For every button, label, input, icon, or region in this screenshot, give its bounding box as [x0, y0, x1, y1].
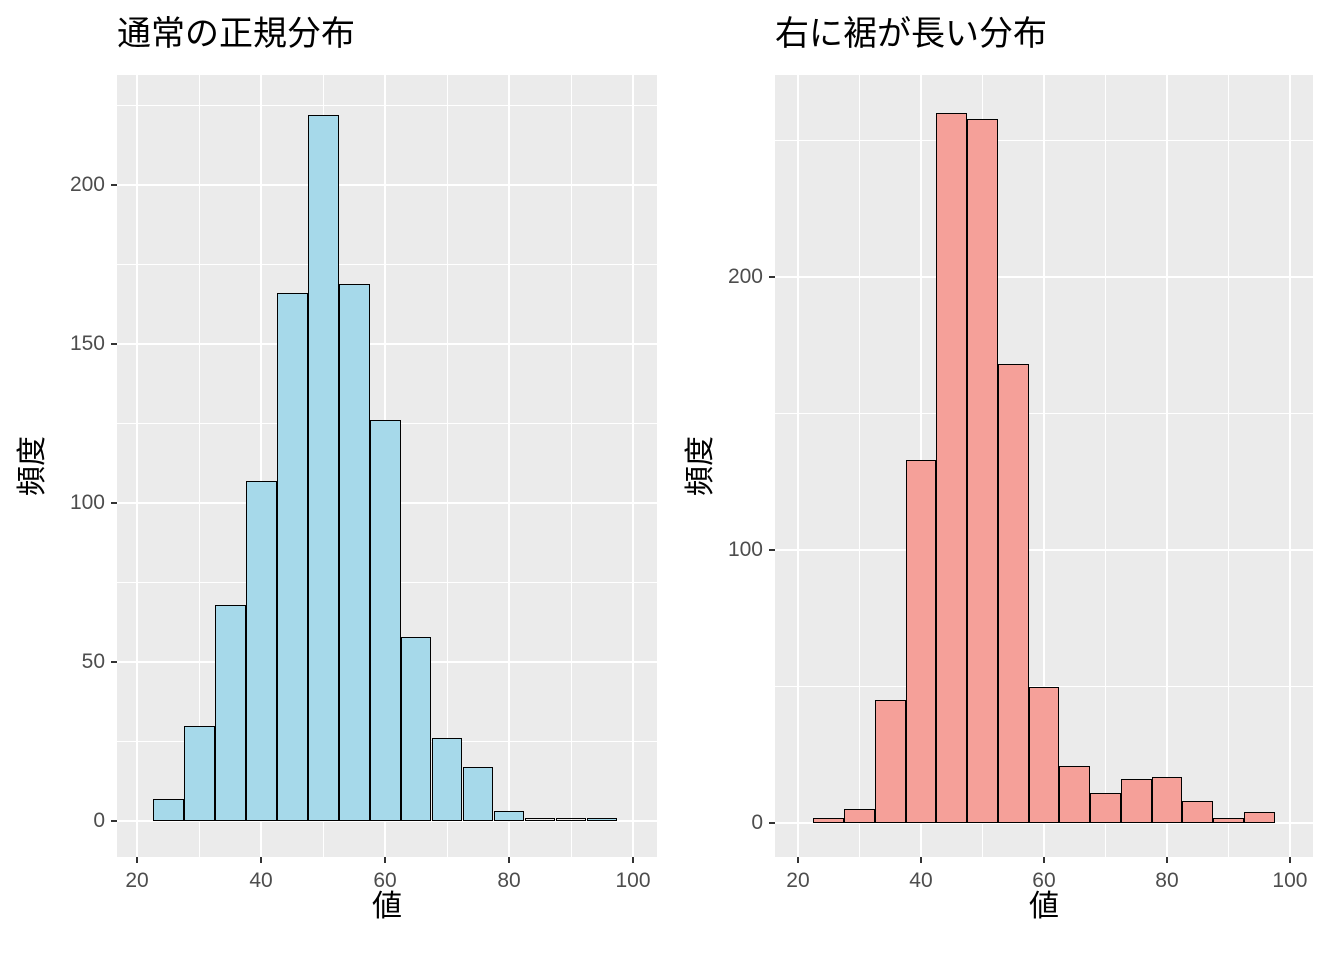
histogram-bar — [1243, 812, 1275, 823]
y-tick-label: 200 — [727, 265, 763, 289]
gridline-minor-x — [446, 75, 448, 857]
x-tick-mark — [919, 857, 922, 863]
histogram-bar — [338, 283, 370, 821]
x-tick-label: 60 — [373, 869, 397, 892]
histogram-bar — [152, 798, 184, 821]
histogram-bar — [400, 636, 432, 821]
gridline-minor-y — [117, 105, 657, 107]
y-tick-label: 200 — [69, 173, 105, 197]
histogram-bar — [462, 766, 494, 821]
chart-title: 通常の正規分布 — [117, 15, 355, 53]
histogram-bar — [936, 113, 968, 823]
histogram-bar — [997, 364, 1029, 823]
histogram-bar — [1213, 817, 1244, 823]
histogram-bar — [555, 818, 587, 821]
y-tick-mark — [769, 549, 775, 551]
histogram-bar — [431, 738, 463, 821]
x-tick-mark — [260, 857, 263, 863]
y-tick-mark — [769, 276, 775, 279]
histogram-bar — [874, 700, 906, 823]
x-axis-title: 値 — [1029, 890, 1059, 923]
gridline-minor-x — [1227, 75, 1229, 857]
gridline-major-x — [796, 75, 799, 857]
gridline-major-y — [775, 549, 1313, 551]
x-axis-title: 値 — [372, 890, 402, 923]
y-tick-mark — [111, 343, 117, 346]
histogram-bar — [586, 817, 618, 821]
histogram-bar — [1028, 686, 1060, 823]
y-tick-label: 100 — [727, 538, 763, 561]
histogram-bar — [813, 817, 845, 823]
gridline-major-x — [632, 75, 634, 857]
histogram-bar — [905, 459, 937, 823]
y-tick-mark — [111, 820, 117, 822]
gridline-major-x — [1165, 75, 1168, 857]
gridline-major-x — [508, 75, 510, 857]
gridline-minor-x — [1104, 75, 1106, 857]
histogram-bar — [369, 420, 401, 821]
chart-title: 右に裾が長い分布 — [775, 15, 1047, 53]
gridline-minor-x — [570, 75, 572, 857]
x-tick-mark — [508, 857, 510, 863]
x-tick-label: 40 — [249, 869, 273, 892]
x-tick-label: 80 — [497, 869, 521, 892]
y-axis-title: 頻度 — [684, 436, 717, 496]
y-tick-mark — [111, 502, 117, 504]
gridline-major-x — [1042, 75, 1045, 857]
x-tick-label: 60 — [1032, 869, 1056, 892]
gridline-major-y — [117, 820, 657, 822]
histogram-bar — [214, 604, 246, 821]
gridline-major-y — [775, 822, 1313, 824]
x-tick-mark — [1042, 857, 1045, 863]
histogram-bar — [844, 809, 875, 823]
histogram-bar — [307, 115, 339, 821]
histogram-bar — [1182, 801, 1214, 823]
histogram-bar — [524, 818, 556, 821]
histogram-bar — [276, 293, 308, 821]
gridline-minor-x — [198, 75, 200, 857]
histogram-bar — [967, 118, 998, 823]
gridline-major-x — [1288, 75, 1291, 857]
gridline-major-y — [117, 184, 657, 187]
x-tick-mark — [1165, 857, 1168, 863]
gridline-major-y — [117, 343, 657, 346]
y-tick-label: 0 — [93, 809, 105, 832]
histogram-bar — [183, 725, 215, 821]
histogram-bar — [1090, 792, 1121, 823]
x-tick-mark — [384, 857, 387, 863]
x-tick-mark — [632, 857, 634, 863]
histogram-bar — [1151, 776, 1183, 823]
y-tick-label: 150 — [69, 332, 105, 356]
gridline-major-x — [260, 75, 263, 857]
y-tick-mark — [769, 822, 775, 824]
histogram-bar — [493, 811, 525, 821]
x-tick-label: 100 — [615, 869, 651, 892]
x-tick-mark — [136, 857, 139, 863]
gridline-minor-x — [858, 75, 860, 857]
x-tick-label: 20 — [786, 869, 810, 892]
histogram-bar — [1120, 779, 1152, 823]
x-tick-mark — [796, 857, 799, 863]
y-tick-mark — [111, 661, 117, 663]
gridline-major-y — [775, 276, 1313, 279]
y-tick-mark — [111, 184, 117, 187]
histogram-bar — [1059, 765, 1091, 823]
gridline-major-x — [136, 75, 139, 857]
gridline-minor-y — [117, 264, 657, 266]
x-tick-mark — [1288, 857, 1291, 863]
x-tick-label: 100 — [1272, 869, 1308, 892]
y-tick-label: 100 — [69, 491, 105, 514]
y-tick-label: 0 — [751, 811, 763, 834]
x-tick-label: 20 — [125, 869, 149, 892]
x-tick-label: 40 — [909, 869, 933, 892]
y-tick-label: 50 — [81, 650, 105, 673]
x-tick-label: 80 — [1155, 869, 1179, 892]
histogram-bar — [245, 480, 277, 821]
